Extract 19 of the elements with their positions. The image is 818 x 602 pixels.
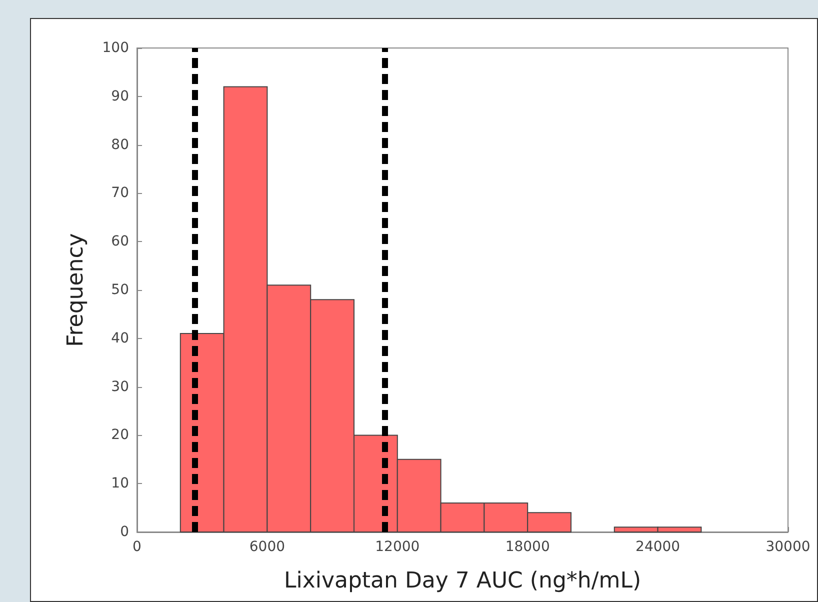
x-tick-label: 24000: [636, 539, 680, 555]
x-tick-label: 12000: [375, 539, 420, 555]
y-tick-label: 80: [111, 136, 129, 153]
x-tick-label: 6000: [249, 539, 286, 555]
y-tick-label: 10: [111, 476, 129, 492]
y-tick-label: 50: [111, 282, 129, 298]
y-tick-label: 90: [111, 88, 129, 104]
y-tick-label: 60: [111, 234, 129, 250]
y-axis-title: Frequency: [64, 233, 88, 347]
x-tick-label: 30000: [766, 539, 810, 555]
y-tick-label: 0: [120, 524, 129, 540]
y-tick-label: 20: [111, 427, 129, 444]
y-tick-label: 40: [111, 330, 129, 346]
x-axis-title: Lixivaptan Day 7 AUC (ng*h/mL): [284, 568, 642, 594]
y-tick-label: 30: [111, 378, 129, 395]
x-tick-label: 18000: [505, 539, 550, 555]
y-tick-label: 100: [102, 40, 129, 56]
x-tick-label: 0: [132, 539, 142, 555]
y-tick-label: 70: [111, 185, 129, 202]
